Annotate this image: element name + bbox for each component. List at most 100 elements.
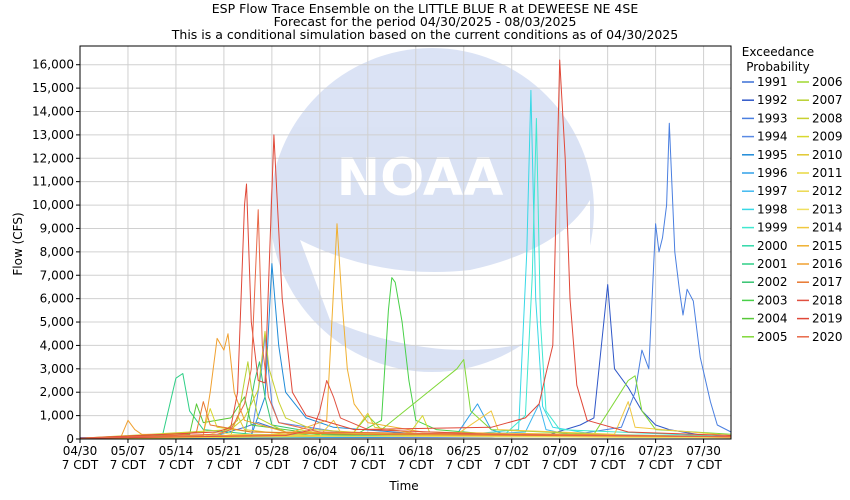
x-tick-timezone: 7 CDT [589,458,626,472]
legend: Exceedance Probability 1991 1992 1993 1994 1… [742,45,843,344]
y-tick-label: 0 [66,432,74,446]
legend-label-2019: 2019 [812,312,843,326]
series-line-2007 [79,361,732,439]
legend-label-1992: 1992 [757,93,788,107]
series-line-2016 [79,333,732,439]
x-tick-date: 06/18 [398,444,433,458]
chart-title-line-3: This is a conditional simulation based o… [171,27,678,42]
x-tick-date: 06/11 [351,444,386,458]
x-tick-date: 05/21 [207,444,242,458]
y-tick-label: 9,000 [40,221,74,235]
legend-label-2002: 2002 [757,275,788,289]
legend-label-2011: 2011 [812,166,843,180]
legend-label-2014: 2014 [812,221,843,235]
legend-label-1996: 1996 [757,166,788,180]
chart-title-line-1: ESP Flow Trace Ensemble on the LITTLE BL… [212,1,639,16]
x-tick-date: 04/30 [63,444,98,458]
legend-label-2008: 2008 [812,111,843,125]
x-tick-timezone: 7 CDT [158,458,195,472]
y-tick-label: 7,000 [40,268,74,282]
legend-label-1997: 1997 [757,184,788,198]
y-tick-label: 11,000 [32,175,74,189]
series-line-2005 [79,359,732,439]
x-tick-timezone: 7 CDT [62,458,99,472]
y-tick-label: 1,000 [40,409,74,423]
y-tick-label: 2,000 [40,385,74,399]
legend-label-2004: 2004 [757,312,788,326]
legend-label-1998: 1998 [757,202,788,216]
x-tick-date: 06/04 [303,444,338,458]
y-tick-label: 4,000 [40,338,74,352]
y-tick-label: 16,000 [32,58,74,72]
x-tick-timezone: 7 CDT [350,458,387,472]
x-tick-timezone: 7 CDT [494,458,531,472]
x-tick-timezone: 7 CDT [685,458,722,472]
x-tick-date: 05/28 [255,444,290,458]
series-line-2003 [79,277,732,439]
legend-label-1995: 1995 [757,148,788,162]
grid [79,46,731,440]
chart-title-line-2: Forecast for the period 04/30/2025 - 08/… [274,14,577,29]
series-line-2014 [79,401,732,439]
legend-label-1993: 1993 [757,111,788,125]
series-line-2018 [79,380,732,439]
x-tick-date: 06/25 [446,444,481,458]
x-tick-date: 07/23 [638,444,673,458]
series-line-2019 [79,59,732,439]
x-tick-timezone: 7 CDT [541,458,578,472]
legend-label-2013: 2013 [812,202,843,216]
legend-label-1999: 1999 [757,221,788,235]
x-tick-date: 05/07 [111,444,146,458]
legend-label-2006: 2006 [812,75,843,89]
y-tick-label: 5,000 [40,315,74,329]
x-tick-date: 07/09 [542,444,577,458]
y-tick-label: 8,000 [40,245,74,259]
x-tick-timezone: 7 CDT [110,458,147,472]
legend-label-2005: 2005 [757,330,788,344]
y-axis-label: Flow (CFS) [11,212,25,275]
series-line-1993 [79,122,732,439]
x-tick-timezone: 7 CDT [398,458,435,472]
series-layer [79,59,732,439]
x-tick-timezone: 7 CDT [446,458,483,472]
legend-label-1994: 1994 [757,130,788,144]
legend-label-2003: 2003 [757,293,788,307]
x-axis-label: Time [388,479,418,493]
legend-label-2009: 2009 [812,130,843,144]
x-tick-timezone: 7 CDT [302,458,339,472]
legend-label-2010: 2010 [812,148,843,162]
legend-label-2007: 2007 [812,93,843,107]
series-line-2002 [79,361,732,439]
legend-label-2016: 2016 [812,257,843,271]
y-tick-label: 12,000 [32,151,74,165]
x-tick-date: 07/16 [590,444,625,458]
x-tick-timezone: 7 CDT [254,458,291,472]
series-line-2004 [79,396,732,439]
y-tick-label: 10,000 [32,198,74,212]
series-line-1999 [79,118,732,439]
y-ticks: 0 1,000 2,000 3,000 4,000 5,000 6,000 7,000 8,00… [32,58,80,446]
legend-label-2020: 2020 [812,330,843,344]
legend-label-2015: 2015 [812,239,843,253]
legend-label-2001: 2001 [757,257,788,271]
noaa-seal-circle [270,48,594,372]
y-tick-label: 13,000 [32,128,74,142]
legend-label-2012: 2012 [812,184,843,198]
y-tick-label: 3,000 [40,362,74,376]
series-line-2020 [79,209,732,439]
y-tick-label: 15,000 [32,81,74,95]
legend-label-2017: 2017 [812,275,843,289]
y-tick-label: 6,000 [40,292,74,306]
legend-label-2018: 2018 [812,293,843,307]
noaa-watermark-text: NOAA [337,148,504,208]
plot-frame [79,45,732,440]
y-tick-label: 14,000 [32,105,74,119]
legend-label-2000: 2000 [757,239,788,253]
legend-label-1991: 1991 [757,75,788,89]
legend-title-line-2: Probability [746,60,809,74]
series-line-2015 [79,223,732,439]
x-tick-timezone: 7 CDT [637,458,674,472]
chart-title: ESP Flow Trace Ensemble on the LITTLE BL… [171,1,678,42]
